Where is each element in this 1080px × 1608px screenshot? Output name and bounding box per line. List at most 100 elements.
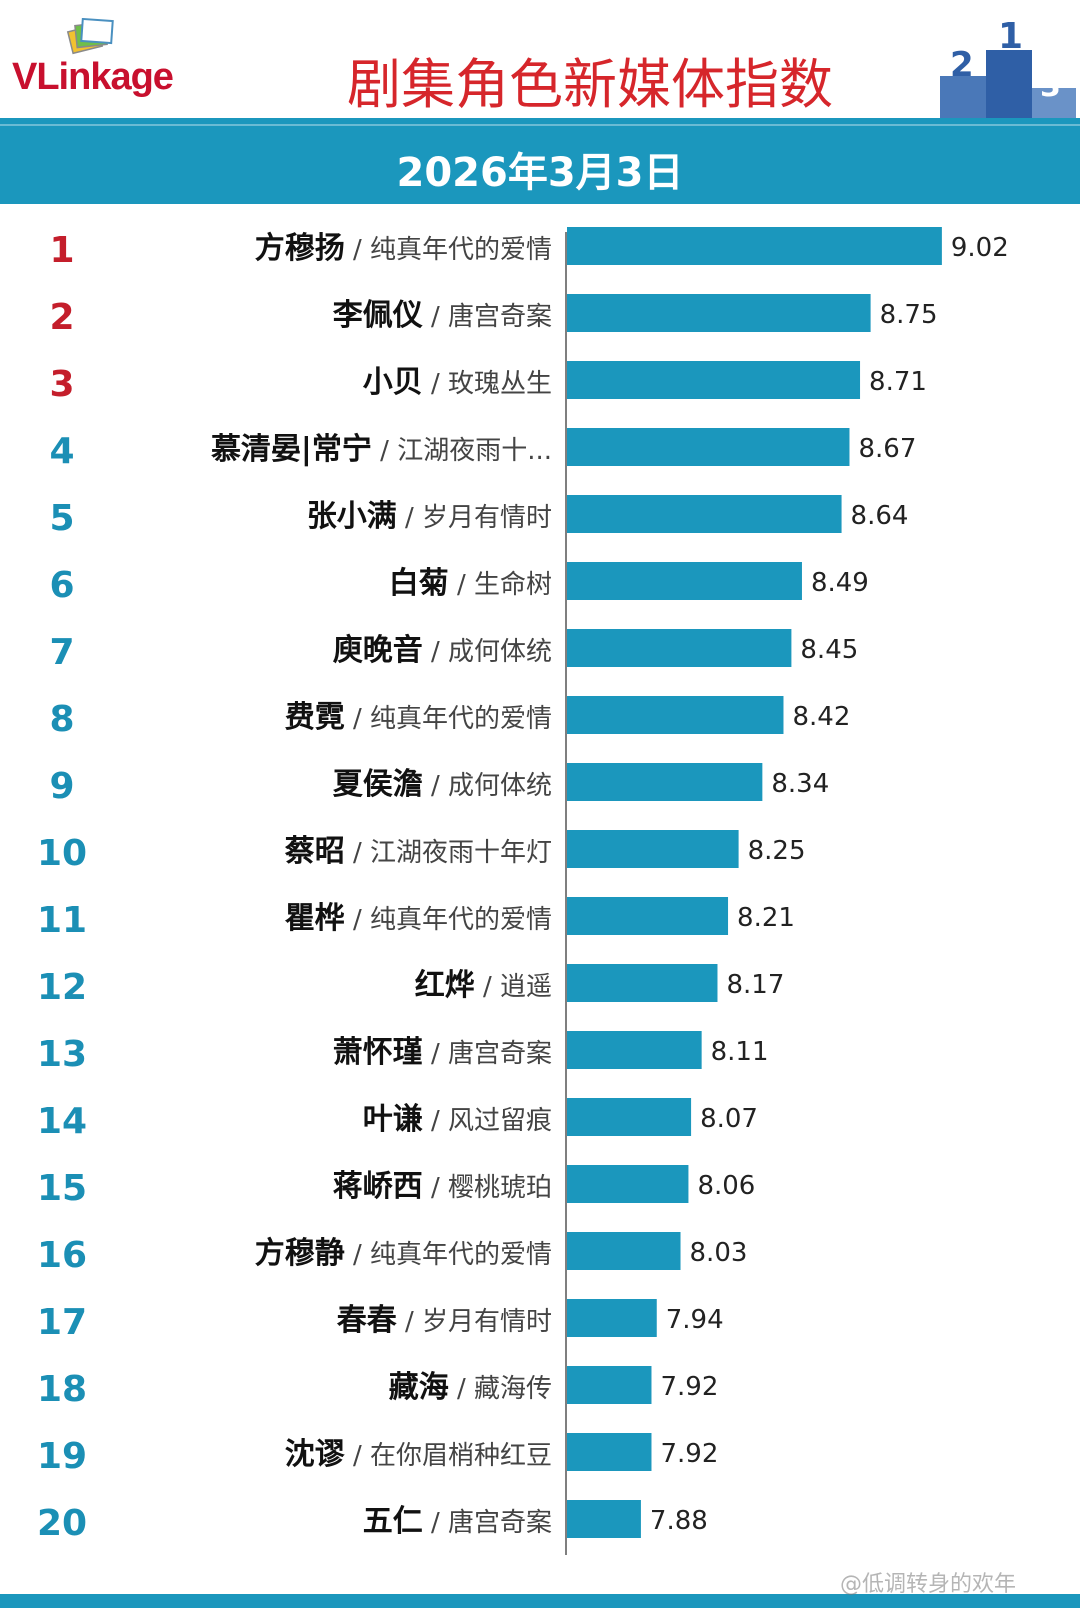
bar	[567, 1031, 702, 1069]
rank-number: 9	[49, 766, 74, 807]
row-label: 夏侯澹 / 成何体统	[333, 767, 552, 802]
rank-number: 6	[49, 565, 74, 606]
cards-icon	[66, 18, 114, 55]
character-name: 红烨	[415, 968, 475, 1003]
row-label: 方穆静 / 纯真年代的爱情	[255, 1236, 552, 1271]
character-name: 李佩仪	[333, 298, 423, 333]
row-label: 叶谦 / 风过留痕	[363, 1102, 552, 1137]
value-label: 8.71	[869, 367, 927, 397]
drama-name: / 江湖夜雨十年灯	[345, 838, 552, 868]
drama-name: / 纯真年代的爱情	[345, 235, 552, 265]
svg-text:3: 3	[1040, 69, 1061, 104]
drama-name: / 逍遥	[475, 972, 552, 1002]
row-label: 藏海 / 藏海传	[389, 1370, 552, 1405]
row-label: 瞿桦 / 纯真年代的爱情	[284, 901, 552, 936]
value-label: 8.06	[697, 1171, 755, 1201]
value-label: 7.92	[660, 1372, 718, 1402]
character-name: 蔡昭	[285, 834, 345, 869]
rank-number: 17	[37, 1302, 87, 1343]
bar	[567, 964, 718, 1002]
value-label: 7.92	[660, 1439, 718, 1469]
value-label: 8.11	[711, 1037, 769, 1067]
value-label: 7.94	[666, 1305, 724, 1335]
drama-name: / 江湖夜雨十...	[372, 436, 552, 466]
drama-name: / 岁月有情时	[397, 1307, 552, 1337]
drama-name: / 成何体统	[423, 637, 552, 667]
character-name: 藏海	[389, 1370, 449, 1405]
drama-name: / 唐宫奇案	[423, 1508, 552, 1538]
rank-number: 4	[49, 431, 74, 472]
bar	[567, 361, 861, 399]
drama-name: / 纯真年代的爱情	[345, 704, 552, 734]
rank-number: 2	[49, 297, 74, 338]
value-label: 8.21	[737, 903, 795, 933]
bar	[567, 562, 802, 600]
bar	[567, 1500, 641, 1538]
date-band: 2026年3月3日	[0, 118, 1080, 204]
value-label: 8.17	[726, 970, 784, 1000]
bar	[567, 629, 792, 667]
bar	[567, 763, 763, 801]
character-name: 瞿桦	[284, 901, 345, 936]
character-name: 五仁	[363, 1504, 423, 1539]
drama-name: / 成何体统	[423, 771, 552, 801]
row-label: 蒋峤西 / 樱桃琥珀	[333, 1169, 552, 1204]
podium-icon: 2 1 3	[940, 16, 1076, 118]
drama-name: / 玫瑰丛生	[423, 369, 552, 399]
row-label: 沈谬 / 在你眉梢种红豆	[285, 1437, 552, 1472]
svg-text:1: 1	[998, 16, 1023, 57]
row-label: 费霓 / 纯真年代的爱情	[285, 700, 552, 735]
row-label: 白菊 / 生命树	[389, 566, 552, 601]
brand-name: VLinkage	[12, 56, 174, 98]
bar	[567, 1165, 689, 1203]
character-name: 沈谬	[285, 1437, 346, 1472]
vlinkage-logo: VLinkage	[12, 18, 242, 108]
value-label: 9.02	[951, 233, 1009, 263]
character-name: 庾晚音	[333, 633, 423, 668]
rank-number: 20	[37, 1503, 87, 1544]
character-name: 张小满	[307, 499, 397, 534]
character-name: 小贝	[363, 365, 423, 400]
rank-number: 5	[49, 498, 74, 539]
chart-date: 2026年3月3日	[396, 150, 684, 196]
bar	[567, 495, 842, 533]
bar	[567, 1232, 681, 1270]
character-name: 白菊	[389, 566, 449, 601]
rank-number: 8	[49, 699, 74, 740]
bottom-band	[0, 1594, 1080, 1608]
ranking-bar-chart: 1 方穆扬 / 纯真年代的爱情 9.02 2 李佩仪 / 唐宫奇案 8.75 3 小贝 / 玫…	[37, 227, 1009, 1555]
rank-number: 1	[49, 230, 74, 271]
drama-name: / 藏海传	[449, 1374, 552, 1404]
row-label: 李佩仪 / 唐宫奇案	[333, 298, 552, 333]
page-title: 剧集角色新媒体指数	[347, 53, 833, 116]
bar	[567, 227, 942, 265]
row-label: 庾晚音 / 成何体统	[333, 633, 552, 668]
character-name: 春春	[337, 1303, 397, 1338]
character-name: 费霓	[285, 700, 345, 735]
value-label: 8.03	[690, 1238, 748, 1268]
row-label: 方穆扬 / 纯真年代的爱情	[255, 231, 552, 266]
watermark: @低调转身的欢年	[840, 1572, 1017, 1597]
value-label: 8.25	[748, 836, 806, 866]
character-name: 方穆扬	[255, 231, 345, 266]
bar	[567, 897, 729, 935]
rank-number: 16	[37, 1235, 87, 1276]
character-name: 萧怀瑾	[333, 1035, 423, 1070]
row-label: 小贝 / 玫瑰丛生	[363, 365, 552, 400]
row-label: 春春 / 岁月有情时	[337, 1303, 552, 1338]
value-label: 8.67	[858, 434, 916, 464]
drama-name: / 唐宫奇案	[423, 1039, 552, 1069]
rank-number: 11	[37, 900, 87, 941]
rank-number: 19	[37, 1436, 87, 1477]
bar	[567, 1098, 692, 1136]
value-label: 8.34	[771, 769, 829, 799]
header: VLinkage 剧集角色新媒体指数 2 1 3	[0, 0, 1080, 118]
drama-name: / 唐宫奇案	[423, 302, 552, 332]
character-name: 蒋峤西	[333, 1169, 423, 1204]
value-label: 8.75	[880, 300, 938, 330]
row-label: 萧怀瑾 / 唐宫奇案	[333, 1035, 552, 1070]
character-name: 方穆静	[255, 1236, 345, 1271]
bar	[567, 1366, 652, 1404]
row-label: 张小满 / 岁月有情时	[307, 499, 552, 534]
rank-number: 12	[37, 967, 87, 1008]
